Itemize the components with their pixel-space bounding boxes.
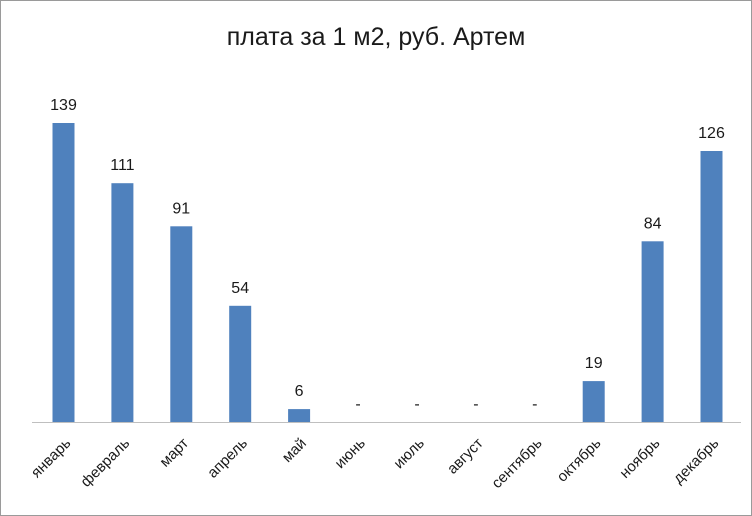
bar-0 (52, 123, 75, 422)
data-label-7: - (473, 396, 478, 413)
data-label-6: - (414, 396, 419, 413)
data-label-3: 54 (231, 280, 249, 297)
x-tick-label-7: август (444, 435, 487, 478)
x-tick-label-1: февраль (77, 435, 133, 491)
data-label-2: 91 (172, 200, 190, 217)
data-label-10: 84 (644, 215, 662, 232)
bar-10 (641, 241, 664, 422)
x-tick-label-10: ноябрь (616, 435, 663, 482)
chart-title: плата за 1 м2, руб. Артем (226, 23, 526, 51)
x-tick-label-11: декабрь (670, 435, 723, 488)
x-tick-label-9: октябрь (554, 435, 605, 486)
bar-2 (170, 226, 193, 422)
data-label-0: 139 (50, 97, 77, 114)
bar-9 (582, 381, 605, 422)
data-label-5: - (355, 396, 360, 413)
x-tick-label-4: май (279, 435, 310, 466)
x-tick-label-3: апрель (204, 435, 251, 482)
bar-3 (229, 305, 252, 422)
x-tick-label-2: март (156, 435, 192, 471)
x-tick-label-5: июнь (332, 435, 369, 472)
data-label-1: 111 (110, 157, 134, 174)
bar-1 (111, 183, 134, 422)
bar-11 (700, 151, 723, 422)
data-label-4: 6 (295, 383, 304, 400)
data-label-11: 126 (698, 125, 725, 142)
data-label-8: - (532, 396, 537, 413)
bar-4 (288, 409, 311, 422)
x-tick-label-8: сентябрь (488, 435, 545, 492)
x-tick-label-6: июль (390, 435, 428, 473)
x-tick-label-0: январь (28, 435, 75, 482)
data-label-9: 19 (585, 355, 603, 372)
